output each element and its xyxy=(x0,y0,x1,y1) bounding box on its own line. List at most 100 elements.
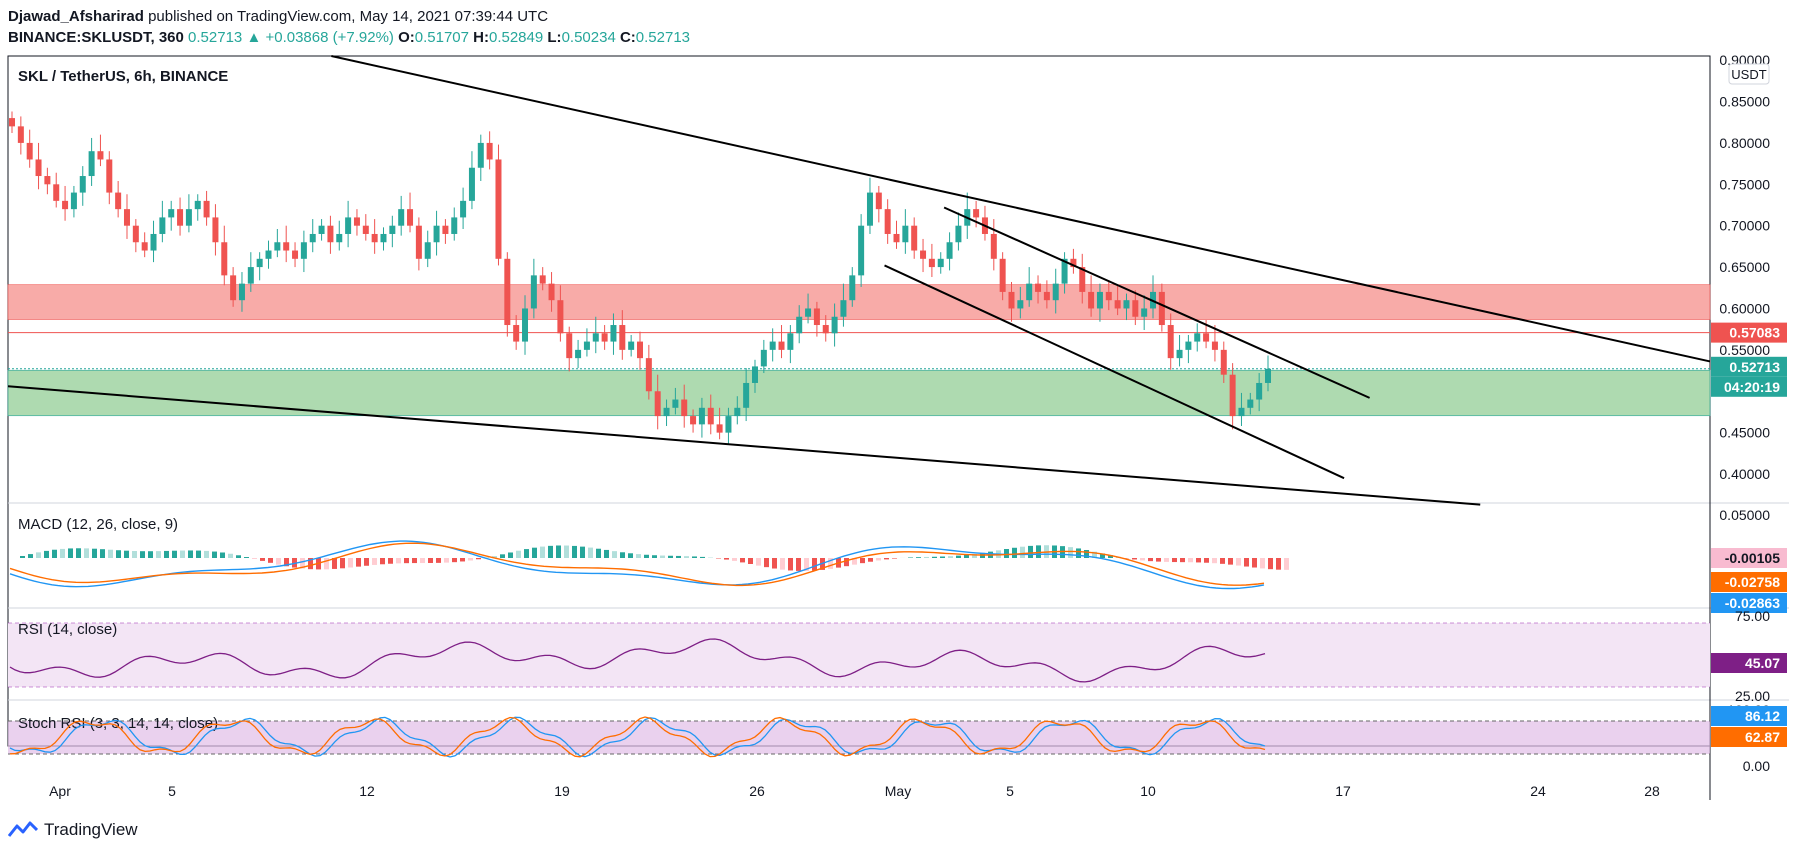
candle xyxy=(327,215,334,254)
candle xyxy=(1132,290,1139,326)
macd-histogram-bar xyxy=(1220,558,1225,564)
macd-signal-label-bg xyxy=(1711,572,1787,592)
candle xyxy=(1035,275,1042,304)
macd-histogram-bar xyxy=(1148,558,1153,562)
candle xyxy=(911,217,918,259)
macd-signal-label: -0.02758 xyxy=(1725,574,1780,590)
candle xyxy=(601,325,608,350)
candle-body xyxy=(415,225,422,259)
macd-histogram-bar xyxy=(500,554,505,558)
macd-histogram-bar xyxy=(180,550,185,558)
y-tick-label: 0.45000 xyxy=(1719,425,1770,441)
candle-body xyxy=(866,192,873,226)
macd-histogram-bar xyxy=(812,558,817,571)
macd-histogram-bar xyxy=(844,558,849,567)
stoch-y-tick: 0.00 xyxy=(1743,758,1770,774)
macd-histogram-bar xyxy=(1068,547,1073,558)
candle-body xyxy=(716,424,723,433)
trendline-inner-lower xyxy=(884,264,1345,480)
x-tick-label: 19 xyxy=(554,783,570,799)
macd-histogram-bar xyxy=(772,558,777,569)
candle-body xyxy=(79,176,86,193)
macd-histogram-bar xyxy=(1036,545,1041,558)
countdown-label: 04:20:19 xyxy=(1724,379,1780,395)
candle-body xyxy=(424,242,431,259)
candle xyxy=(973,200,980,228)
candle-body xyxy=(26,142,33,160)
tradingview-logo[interactable]: TradingView xyxy=(8,820,138,840)
candle xyxy=(681,384,688,428)
macd-value-label-bg xyxy=(1711,593,1787,613)
macd-histogram-bar xyxy=(236,555,241,558)
candle-body xyxy=(256,258,263,268)
macd-histogram-bar xyxy=(1132,558,1137,560)
candle xyxy=(1008,281,1015,322)
y-tick-label: 0.85000 xyxy=(1719,94,1770,110)
candle xyxy=(185,194,192,233)
low-label: L: xyxy=(547,29,562,46)
macd-histogram-bar xyxy=(324,558,329,570)
macd-histogram-bar xyxy=(404,558,409,564)
macd-histogram-bar xyxy=(300,558,305,569)
candle-body xyxy=(557,300,564,334)
candle xyxy=(778,325,785,359)
candle-body xyxy=(955,225,962,243)
macd-histogram-bar xyxy=(948,556,953,558)
macd-histogram-bar xyxy=(724,558,729,560)
macd-histogram-bar xyxy=(92,548,97,558)
macd-histogram-bar xyxy=(188,550,193,558)
stoch-k-label-bg xyxy=(1711,706,1787,726)
macd-histogram-bar xyxy=(1012,547,1017,558)
candle xyxy=(1070,248,1077,274)
macd-histogram-bar xyxy=(532,547,537,558)
macd-hist-label-bg xyxy=(1711,548,1787,568)
candle-body xyxy=(44,176,51,185)
candle-body xyxy=(1008,291,1015,309)
candle-body xyxy=(778,341,785,350)
candle-body xyxy=(62,200,69,210)
candle xyxy=(212,204,219,256)
candle xyxy=(698,397,705,438)
macd-histogram-bar xyxy=(1028,545,1033,558)
macd-histogram-bar xyxy=(132,551,137,558)
macd-histogram-bar xyxy=(1100,553,1105,558)
candle-body xyxy=(1220,349,1227,375)
macd-histogram-bar xyxy=(1204,558,1209,563)
macd-histogram-bar xyxy=(28,554,33,558)
macd-histogram-bar xyxy=(428,558,433,563)
macd-histogram-bar xyxy=(564,545,569,558)
candle-body xyxy=(97,151,104,160)
x-tick-label: 5 xyxy=(168,783,176,799)
candle-body xyxy=(1052,283,1059,301)
candle xyxy=(1265,355,1271,392)
macd-histogram-bar xyxy=(764,558,769,568)
candle xyxy=(1088,275,1095,317)
candle-body xyxy=(1079,267,1086,292)
candle xyxy=(150,220,157,263)
macd-histogram-bar xyxy=(700,556,705,558)
candle xyxy=(875,185,882,223)
candle xyxy=(194,194,201,221)
macd-histogram-bar xyxy=(932,556,937,558)
candle-body xyxy=(645,358,652,392)
macd-histogram-bar xyxy=(1212,558,1217,564)
candle-body xyxy=(566,333,573,359)
candle xyxy=(1079,253,1086,304)
stoch-d-label-bg xyxy=(1711,727,1787,747)
macd-histogram-bar xyxy=(1076,548,1081,558)
macd-histogram-bar xyxy=(644,554,649,558)
candle xyxy=(62,185,69,221)
rsi-band xyxy=(8,623,1710,687)
candle xyxy=(442,219,449,244)
candle-body xyxy=(407,209,414,226)
candle xyxy=(203,190,210,226)
y-tick-label: 0.65000 xyxy=(1719,259,1770,275)
candle xyxy=(318,219,325,241)
candle xyxy=(460,187,467,230)
candle xyxy=(884,199,891,244)
candle xyxy=(353,209,360,236)
candle xyxy=(858,214,865,287)
candle-body xyxy=(743,382,750,408)
candle xyxy=(132,219,139,253)
